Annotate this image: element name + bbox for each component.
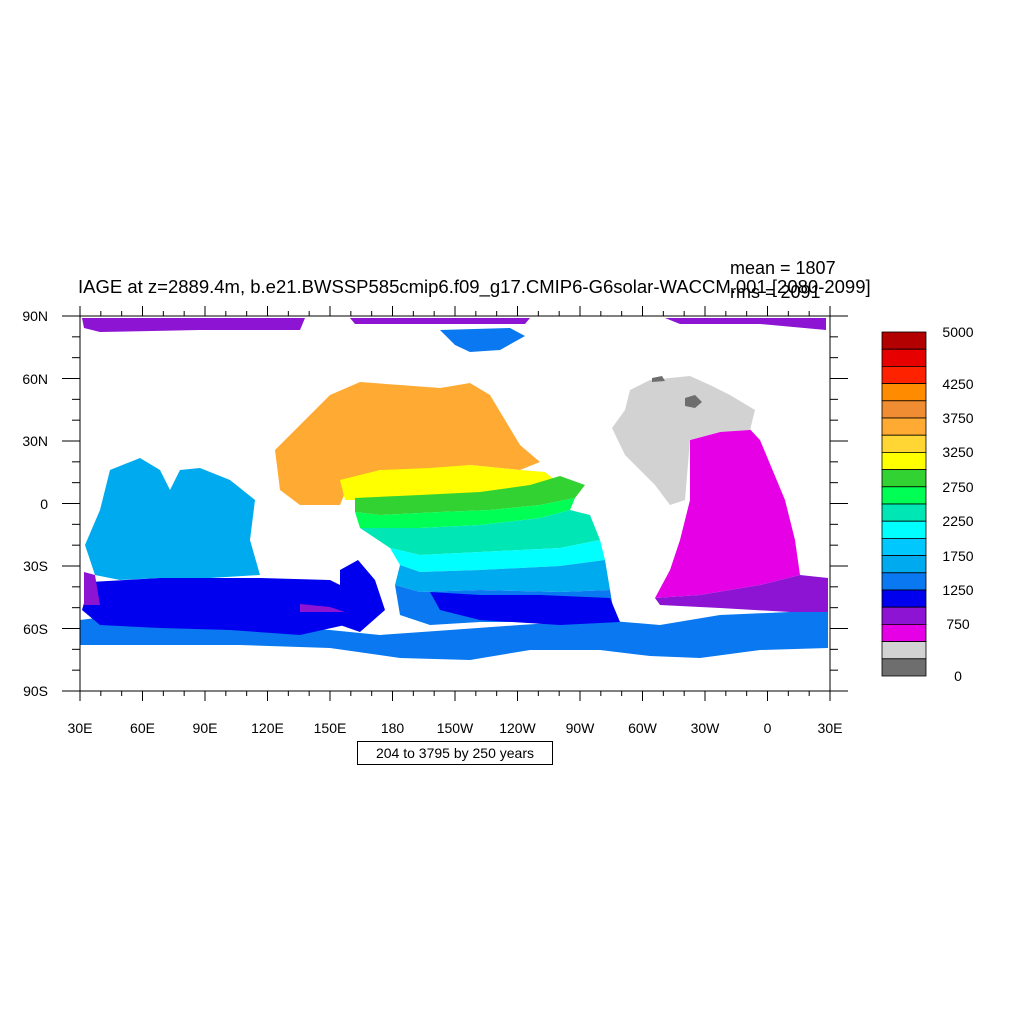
region-cyan (390, 540, 605, 572)
colorbar-swatch (881, 417, 927, 436)
colorbar-swatch (881, 624, 927, 643)
lon-label: 60E (130, 720, 155, 736)
colorbar-label: 0 (954, 668, 962, 684)
region-arctic (82, 318, 305, 332)
region-lightblue (85, 458, 260, 580)
region-deepblue (82, 578, 350, 635)
colorbar-swatch (881, 589, 927, 608)
region-lightblue (395, 560, 610, 592)
lon-label: 30E (817, 720, 843, 736)
region-deepblue (430, 592, 620, 625)
region-eq-green2 (355, 498, 575, 528)
colorbar-swatch (881, 331, 927, 350)
lon-label: 0 (763, 720, 772, 736)
colorbar-label: 4250 (942, 375, 974, 392)
contour-range-note: 204 to 3795 by 250 years (357, 741, 553, 765)
region-teal (360, 510, 600, 555)
lon-label: 120E (251, 720, 284, 736)
lon-label: 30W (690, 720, 720, 736)
colorbar-swatch (881, 658, 927, 677)
lon-label: 150W (436, 720, 474, 736)
colorbar-swatch (881, 486, 927, 505)
lon-label: 150E (313, 720, 347, 736)
region-darkgray (652, 376, 665, 382)
colorbar-label: 1250 (942, 582, 974, 598)
lon-label: 30E (67, 720, 93, 736)
lat-label: 60N (22, 370, 48, 387)
colorbar-swatch (881, 383, 927, 402)
region-magenta (655, 424, 800, 598)
colorbar-swatch (881, 520, 927, 539)
region-arctic (350, 318, 530, 324)
lat-label: 30N (22, 433, 48, 449)
colorbar-swatch (881, 451, 927, 470)
mean-stat: mean = 1807 (730, 258, 836, 278)
map-frame (79, 315, 831, 692)
region-deepblue (340, 560, 385, 632)
map-title: IAGE at z=2889.4m, b.e21.BWSSP585cmip6.f… (78, 276, 871, 297)
colorbar-swatch (881, 400, 927, 419)
colorbar-label: 2250 (942, 513, 974, 530)
lat-label: 90N (22, 308, 48, 324)
colorbar-label: 3250 (942, 444, 974, 461)
colorbar-swatch (881, 365, 927, 384)
colorbar-swatch (881, 503, 927, 522)
lat-label: 0 (40, 495, 48, 512)
colorbar-swatch (881, 606, 927, 625)
colorbar-label: 2750 (942, 478, 974, 495)
region-purple (300, 604, 345, 612)
colorbar-swatch (881, 538, 927, 557)
colorbar-label: 1750 (942, 547, 974, 564)
lat-label: 90S (23, 683, 48, 699)
lat-label: 60S (23, 620, 48, 637)
colorbar-swatch (881, 348, 927, 367)
lon-label: 180 (380, 720, 405, 736)
region-gray (612, 376, 755, 505)
lon-label: 90E (192, 720, 218, 736)
colorbar-label: 3750 (942, 410, 974, 426)
lon-label: 120W (499, 720, 536, 736)
colorbar-label: 5000 (942, 324, 974, 340)
region-greenland-blue (440, 328, 525, 352)
colorbar-swatch (881, 555, 927, 574)
lon-label: 60W (628, 720, 657, 736)
region-purple (84, 572, 100, 605)
ocean-fill-regions (80, 318, 828, 660)
colorbar-swatch (881, 572, 927, 591)
colorbar-swatch (881, 641, 927, 660)
region-midblue (80, 612, 828, 660)
colorbar-swatch (881, 469, 927, 488)
region-arctic (665, 318, 826, 330)
colorbar (881, 331, 927, 677)
axis-ticks (62, 306, 848, 701)
lon-label: 90W (565, 720, 595, 736)
lat-label: 30S (23, 558, 48, 574)
colorbar-label: 750 (946, 616, 970, 633)
region-n-pacific (275, 382, 540, 505)
rms-stat: rms = 2091 (730, 282, 821, 302)
colorbar-swatch (881, 434, 927, 453)
region-purple (655, 575, 828, 612)
region-darkgray (685, 395, 702, 408)
region-eq-green (355, 476, 585, 515)
